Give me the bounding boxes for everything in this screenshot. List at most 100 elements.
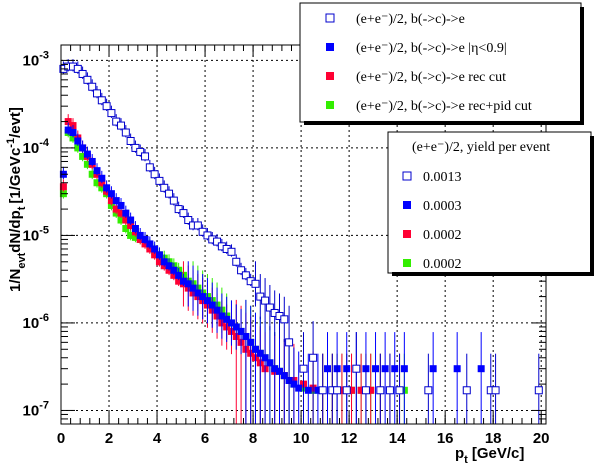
data-point — [491, 386, 500, 395]
legend-marker — [403, 230, 411, 238]
data-point — [352, 364, 361, 373]
data-point — [117, 201, 125, 209]
data-point — [88, 82, 97, 91]
data-point — [155, 176, 164, 185]
data-point — [165, 262, 173, 270]
data-point — [117, 216, 125, 224]
data-point — [83, 75, 92, 84]
data-point — [93, 167, 101, 175]
x-tick-label: 10 — [293, 430, 310, 447]
y-tick-label: 10-5 — [23, 224, 49, 244]
data-point — [88, 157, 96, 165]
legend-label: (e+e⁻)/2, b(->c)->e |η<0.9| — [356, 41, 507, 56]
data-point — [462, 386, 471, 395]
y-tick-label: 10-4 — [23, 137, 50, 157]
data-point — [146, 245, 154, 253]
data-point — [299, 364, 308, 373]
data-point — [165, 189, 174, 198]
data-point — [338, 386, 346, 394]
data-point — [59, 183, 67, 191]
x-tick-label: 2 — [105, 430, 113, 447]
data-point — [265, 303, 274, 312]
data-point — [184, 216, 193, 225]
data-point — [151, 251, 159, 259]
legend-marker — [326, 43, 334, 51]
data-point — [203, 297, 211, 305]
legend-marker — [403, 259, 411, 267]
data-point — [150, 170, 159, 179]
data-point — [357, 386, 365, 394]
data-point — [477, 365, 485, 373]
data-point — [131, 233, 139, 241]
legend-label: 0.0002 — [423, 228, 462, 243]
data-point — [333, 386, 342, 395]
data-point — [184, 280, 192, 288]
data-point — [107, 190, 115, 198]
data-point — [170, 271, 178, 279]
data-point — [175, 277, 183, 285]
data-point — [261, 354, 269, 362]
data-point — [69, 129, 77, 137]
data-point — [127, 216, 135, 224]
data-point — [237, 266, 246, 275]
data-point — [155, 251, 163, 259]
x-tick-label: 0 — [57, 430, 65, 447]
data-point — [280, 372, 288, 380]
data-point — [247, 338, 255, 346]
data-point — [122, 224, 130, 232]
x-tick-label: 16 — [437, 430, 454, 447]
data-point — [112, 117, 121, 126]
legend-marker — [326, 101, 334, 109]
data-point — [367, 386, 375, 394]
x-axis-title-unit: [GeV/c] — [472, 445, 525, 462]
data-point — [261, 296, 270, 305]
data-point — [266, 359, 274, 367]
y-tick-label: 10-6 — [23, 312, 49, 332]
data-point — [280, 315, 289, 324]
data-point — [102, 102, 111, 111]
y-tick-label: 10-7 — [23, 399, 49, 419]
data-point — [112, 205, 120, 213]
data-point — [74, 137, 82, 145]
y-axis-title: 1/NevtdN/dpt [1/GeVc-1/evt] — [5, 107, 28, 292]
data-point — [318, 386, 327, 395]
data-point — [141, 235, 149, 243]
data-point — [424, 386, 433, 395]
y-axis-title-p3: t — [16, 206, 28, 210]
data-point — [237, 327, 245, 335]
data-point — [213, 306, 221, 314]
data-point — [218, 312, 226, 320]
y-axis-title-p2: dN/dp — [7, 210, 24, 253]
legend-label: (e+e⁻)/2, b(->c)->e — [356, 12, 465, 27]
data-point — [179, 277, 187, 285]
data-point — [107, 109, 116, 118]
data-point — [93, 89, 102, 98]
data-point — [93, 179, 101, 187]
data-point — [103, 184, 111, 192]
data-point — [179, 209, 188, 218]
legend-label: (e+e⁻)/2, b(->c)->e rec+pid cut — [356, 99, 532, 114]
data-point — [193, 221, 202, 230]
data-point — [122, 216, 130, 224]
legend-label: (e+e⁻)/2, b(->c)->e rec cut — [356, 70, 506, 85]
data-point — [98, 184, 106, 192]
data-point — [131, 143, 140, 152]
data-point — [361, 386, 370, 395]
data-point — [232, 257, 241, 266]
data-point — [342, 386, 351, 395]
data-point — [381, 365, 389, 373]
y-axis-title-p0: 1/N — [7, 269, 24, 292]
data-point — [199, 293, 207, 301]
data-point — [376, 386, 385, 395]
data-point — [97, 96, 106, 105]
data-point — [256, 349, 264, 357]
data-point — [107, 197, 115, 205]
data-point — [324, 365, 332, 373]
data-point — [78, 69, 87, 78]
data-point — [98, 174, 106, 182]
data-point — [79, 152, 87, 160]
data-point — [122, 209, 130, 217]
data-point — [534, 386, 543, 395]
data-point — [74, 144, 82, 152]
